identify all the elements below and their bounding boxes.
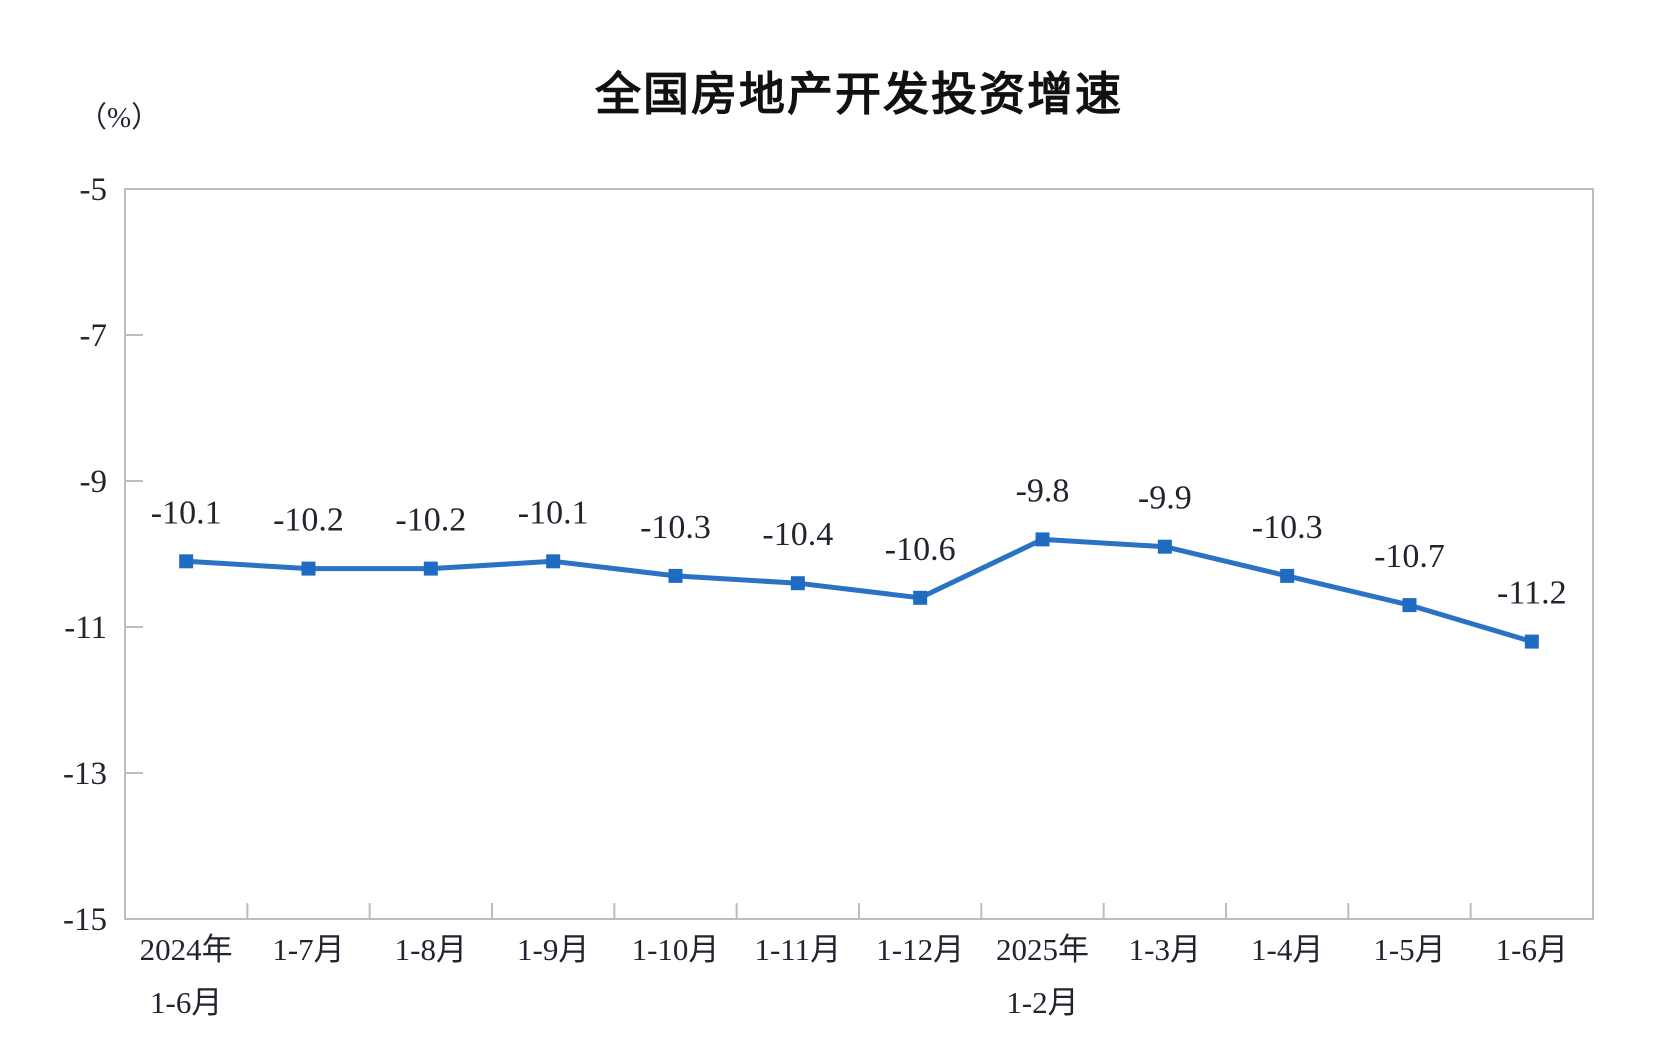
data-point-label: -10.6	[885, 531, 956, 568]
data-point-label: -10.3	[640, 509, 711, 546]
x-axis-category-label: 1-8月	[395, 932, 467, 967]
data-point-marker	[1157, 539, 1172, 554]
data-point-label: -11.2	[1497, 575, 1567, 612]
data-point-marker	[668, 568, 683, 583]
data-point-label: -10.1	[518, 494, 589, 531]
x-axis-category-label: 1-11月	[754, 932, 841, 967]
series-line	[183, 536, 1535, 645]
data-point-label: -10.4	[762, 516, 833, 553]
x-axis-category-label: 1-5月	[1373, 932, 1445, 967]
data-point-label: -10.7	[1374, 538, 1445, 575]
y-axis-tick-label: -7	[80, 318, 108, 354]
x-axis-category-label: 2024年	[140, 932, 233, 967]
x-axis-category-label: 1-4月	[1251, 932, 1323, 967]
y-axis-tick-label: -9	[80, 464, 108, 500]
data-point-label: -10.2	[273, 502, 344, 539]
x-axis-category-label: 1-12月	[876, 932, 964, 967]
x-axis-category-label: 1-3月	[1129, 932, 1201, 967]
data-point-marker	[1402, 598, 1417, 613]
data-point-marker	[1035, 532, 1050, 547]
plot-area-border	[124, 188, 1594, 920]
data-point-marker	[423, 561, 438, 576]
data-point-label: -10.3	[1252, 509, 1323, 546]
x-axis-category-label: 1-9月	[517, 932, 589, 967]
y-axis-tick-label: -5	[80, 172, 108, 208]
x-axis-category-label: 1-6月	[1496, 932, 1568, 967]
data-point-marker	[301, 561, 316, 576]
x-axis-category-label: 1-6月	[150, 985, 222, 1020]
chart-title: 全国房地产开发投资增速	[595, 68, 1123, 120]
data-point-marker	[546, 554, 561, 569]
data-point-label: -9.8	[1016, 472, 1070, 509]
data-point-marker	[790, 576, 805, 591]
x-axis-category-label: 1-2月	[1006, 985, 1078, 1020]
data-point-marker	[1524, 634, 1539, 649]
x-axis-category-label: 2025年	[996, 932, 1089, 967]
data-point-label: -9.9	[1138, 480, 1192, 517]
data-point-marker	[179, 554, 194, 569]
y-axis-tick-label: -15	[63, 902, 107, 938]
y-axis-tick-label: -13	[63, 756, 107, 792]
data-point-label: -10.1	[151, 494, 222, 531]
data-point-label: -10.2	[395, 502, 466, 539]
data-point-marker	[1280, 568, 1295, 583]
data-point-marker	[913, 590, 928, 605]
x-axis-category-label: 1-10月	[632, 932, 720, 967]
y-axis-tick-label: -11	[64, 610, 107, 646]
y-axis-unit-label: （%）	[78, 102, 161, 134]
x-axis-category-label: 1-7月	[272, 932, 344, 967]
